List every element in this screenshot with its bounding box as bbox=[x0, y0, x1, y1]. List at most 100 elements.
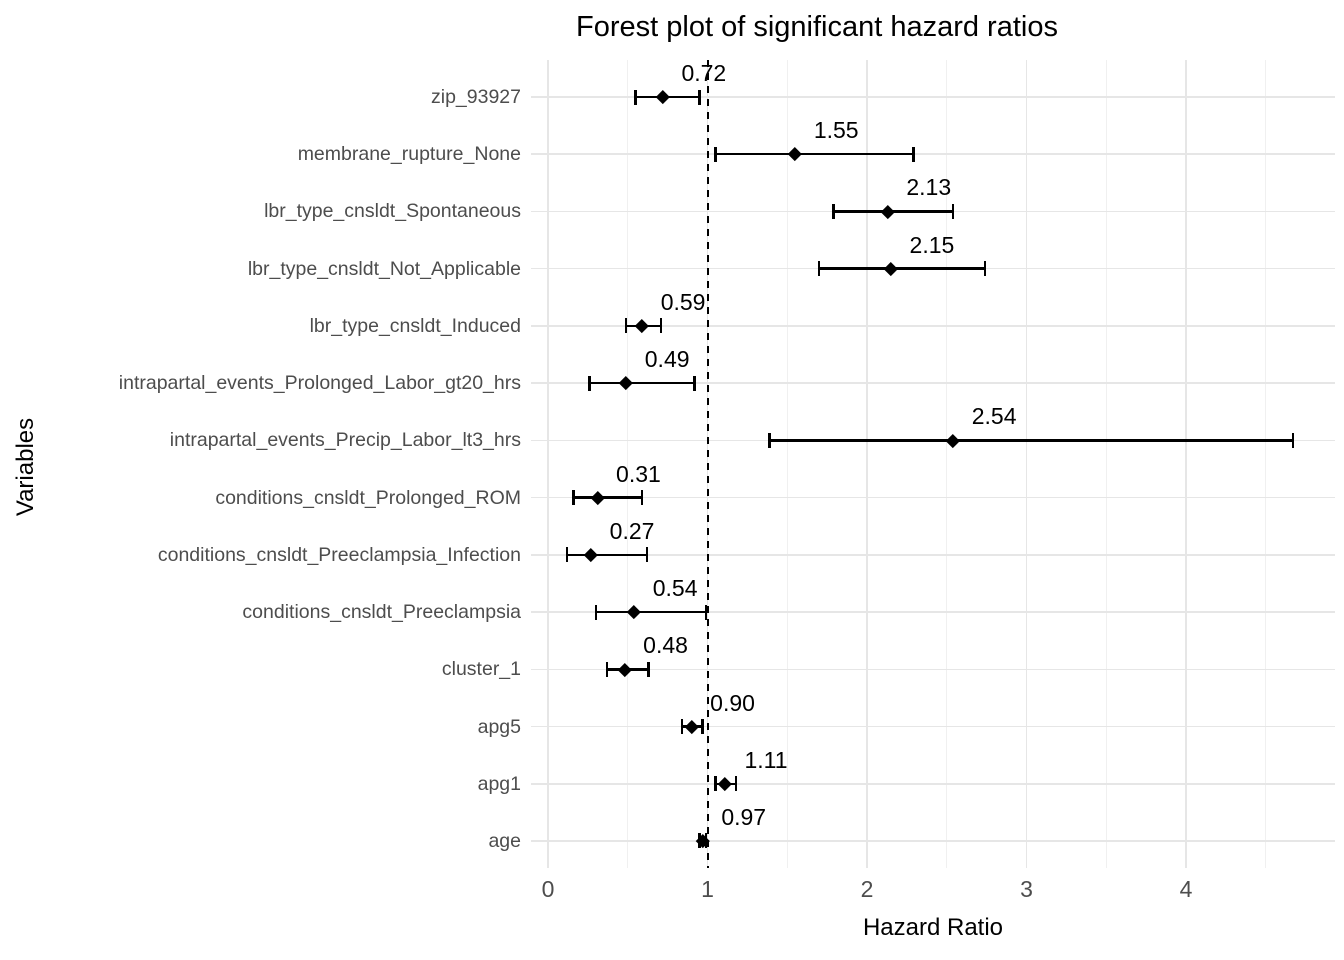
ci-cap-low bbox=[680, 719, 684, 735]
ci-cap-low bbox=[817, 261, 821, 277]
hr-value-label: 0.72 bbox=[681, 60, 727, 86]
y-tick-label: conditions_cnsldt_Prolonged_ROM bbox=[215, 486, 521, 509]
gridline-major-vertical bbox=[1025, 60, 1028, 868]
gridline-horizontal bbox=[531, 496, 1335, 499]
y-tick-label: lbr_type_cnsldt_Spontaneous bbox=[264, 200, 521, 223]
hr-value-label: 2.13 bbox=[906, 174, 952, 201]
plot-panel: 0.72 1.55 2.13 2.15 0.59 0.49 2.54 0.31 0.27 0.54… bbox=[531, 60, 1335, 868]
y-tick-label: lbr_type_cnsldt_Not_Applicable bbox=[247, 257, 521, 280]
gridline-horizontal bbox=[531, 554, 1335, 556]
ci-cap-low bbox=[714, 776, 717, 792]
ci-cap-low bbox=[714, 146, 717, 162]
y-axis-title: Variables bbox=[12, 417, 39, 517]
ci-cap-low bbox=[605, 661, 609, 677]
gridline-horizontal bbox=[531, 96, 1335, 98]
x-axis-title: Hazard Ratio bbox=[862, 914, 1004, 941]
gridline-horizontal bbox=[531, 668, 1335, 671]
ci-cap-low bbox=[624, 318, 628, 334]
ci-cap-high bbox=[912, 146, 915, 162]
hr-value-label: 0.49 bbox=[644, 346, 690, 373]
ci-cap-high bbox=[645, 547, 649, 563]
hr-value-label: 2.15 bbox=[909, 231, 955, 258]
ci-bar bbox=[589, 381, 695, 385]
gridline-major-vertical bbox=[1185, 60, 1187, 868]
x-tick-label: 0 bbox=[541, 876, 555, 902]
ci-bar bbox=[573, 496, 643, 499]
ci-cap-high bbox=[951, 203, 955, 219]
gridline-horizontal bbox=[531, 382, 1335, 384]
gridline-minor-vertical bbox=[786, 60, 788, 868]
gridline-horizontal bbox=[531, 153, 1335, 155]
gridline-minor-vertical bbox=[627, 60, 629, 868]
gridline-major-vertical bbox=[866, 60, 868, 868]
hr-value-label: 0.27 bbox=[609, 517, 655, 544]
y-tick-label: lbr_type_cnsldt_Induced bbox=[309, 314, 521, 337]
ci-cap-low bbox=[832, 203, 835, 219]
ci-cap-high bbox=[983, 261, 987, 277]
hr-value-label: 0.90 bbox=[710, 689, 755, 716]
ci-cap-low bbox=[572, 490, 575, 506]
gridline-horizontal bbox=[531, 611, 1335, 613]
hr-value-label: 2.54 bbox=[971, 403, 1017, 430]
point-marker bbox=[590, 490, 605, 505]
ci-cap-low bbox=[768, 432, 771, 448]
ci-bar bbox=[567, 553, 647, 557]
y-tick-label: age bbox=[488, 829, 521, 852]
point-marker bbox=[788, 147, 803, 162]
hr-value-label: 0.59 bbox=[660, 288, 706, 315]
hr-value-label: 0.97 bbox=[721, 803, 767, 830]
ci-bar bbox=[819, 267, 986, 270]
ci-cap-high bbox=[693, 375, 696, 391]
ci-cap-high bbox=[734, 776, 738, 792]
ci-cap-high bbox=[1291, 432, 1295, 448]
gridline-minor-vertical bbox=[1105, 60, 1107, 868]
ci-cap-low bbox=[565, 547, 569, 563]
point-marker bbox=[656, 90, 670, 104]
ci-bar bbox=[715, 152, 914, 156]
ci-bar bbox=[595, 610, 706, 614]
y-tick-label: membrane_rupture_None bbox=[297, 143, 521, 166]
hr-value-label: 0.48 bbox=[643, 632, 688, 659]
y-tick-label: zip_93927 bbox=[431, 86, 521, 108]
x-tick-label: 3 bbox=[1020, 876, 1033, 902]
gridline-horizontal bbox=[531, 725, 1335, 728]
y-tick-label: conditions_cnsldt_Preeclampsia bbox=[242, 601, 521, 624]
point-marker bbox=[635, 319, 649, 333]
point-marker bbox=[946, 433, 960, 448]
point-marker bbox=[584, 548, 598, 562]
gridline-minor-vertical bbox=[946, 60, 948, 868]
hr-value-label: 1.55 bbox=[813, 117, 859, 144]
ci-cap-high bbox=[704, 604, 708, 620]
y-tick-label: apg5 bbox=[477, 715, 521, 738]
y-tick-label: intrapartal_events_Precip_Labor_lt3_hrs bbox=[169, 429, 521, 452]
y-tick-label: intrapartal_events_Prolonged_Labor_gt20_… bbox=[118, 372, 521, 395]
gridline-horizontal bbox=[531, 783, 1335, 785]
hr-value-label: 0.31 bbox=[616, 460, 661, 487]
gridline-horizontal bbox=[531, 840, 1335, 842]
gridline-major-vertical bbox=[547, 60, 549, 868]
ci-cap-low bbox=[588, 375, 591, 391]
ci-cap-high bbox=[701, 719, 704, 735]
x-tick-label: 1 bbox=[701, 876, 714, 902]
point-marker bbox=[627, 605, 641, 619]
y-tick-label: conditions_cnsldt_Preeclampsia_Infection bbox=[157, 543, 521, 566]
y-tick-label: apg1 bbox=[477, 772, 521, 795]
reference-line bbox=[706, 60, 709, 868]
gridline-minor-vertical bbox=[1265, 60, 1267, 868]
ci-cap-high bbox=[647, 661, 650, 677]
ci-cap-high bbox=[698, 89, 701, 105]
point-marker bbox=[617, 662, 632, 677]
gridline-horizontal bbox=[531, 325, 1335, 327]
ci-cap-low bbox=[594, 604, 598, 620]
point-marker bbox=[880, 204, 895, 219]
point-marker bbox=[619, 376, 633, 390]
ci-cap-low bbox=[634, 89, 637, 105]
hr-value-label: 0.54 bbox=[652, 575, 698, 602]
point-marker bbox=[684, 719, 699, 734]
ci-cap-high bbox=[640, 490, 644, 506]
y-tick-label: cluster_1 bbox=[441, 658, 521, 681]
chart-title: Forest plot of significant hazard ratios bbox=[576, 11, 1058, 43]
x-tick-label: 2 bbox=[860, 876, 874, 902]
point-marker bbox=[718, 776, 732, 791]
